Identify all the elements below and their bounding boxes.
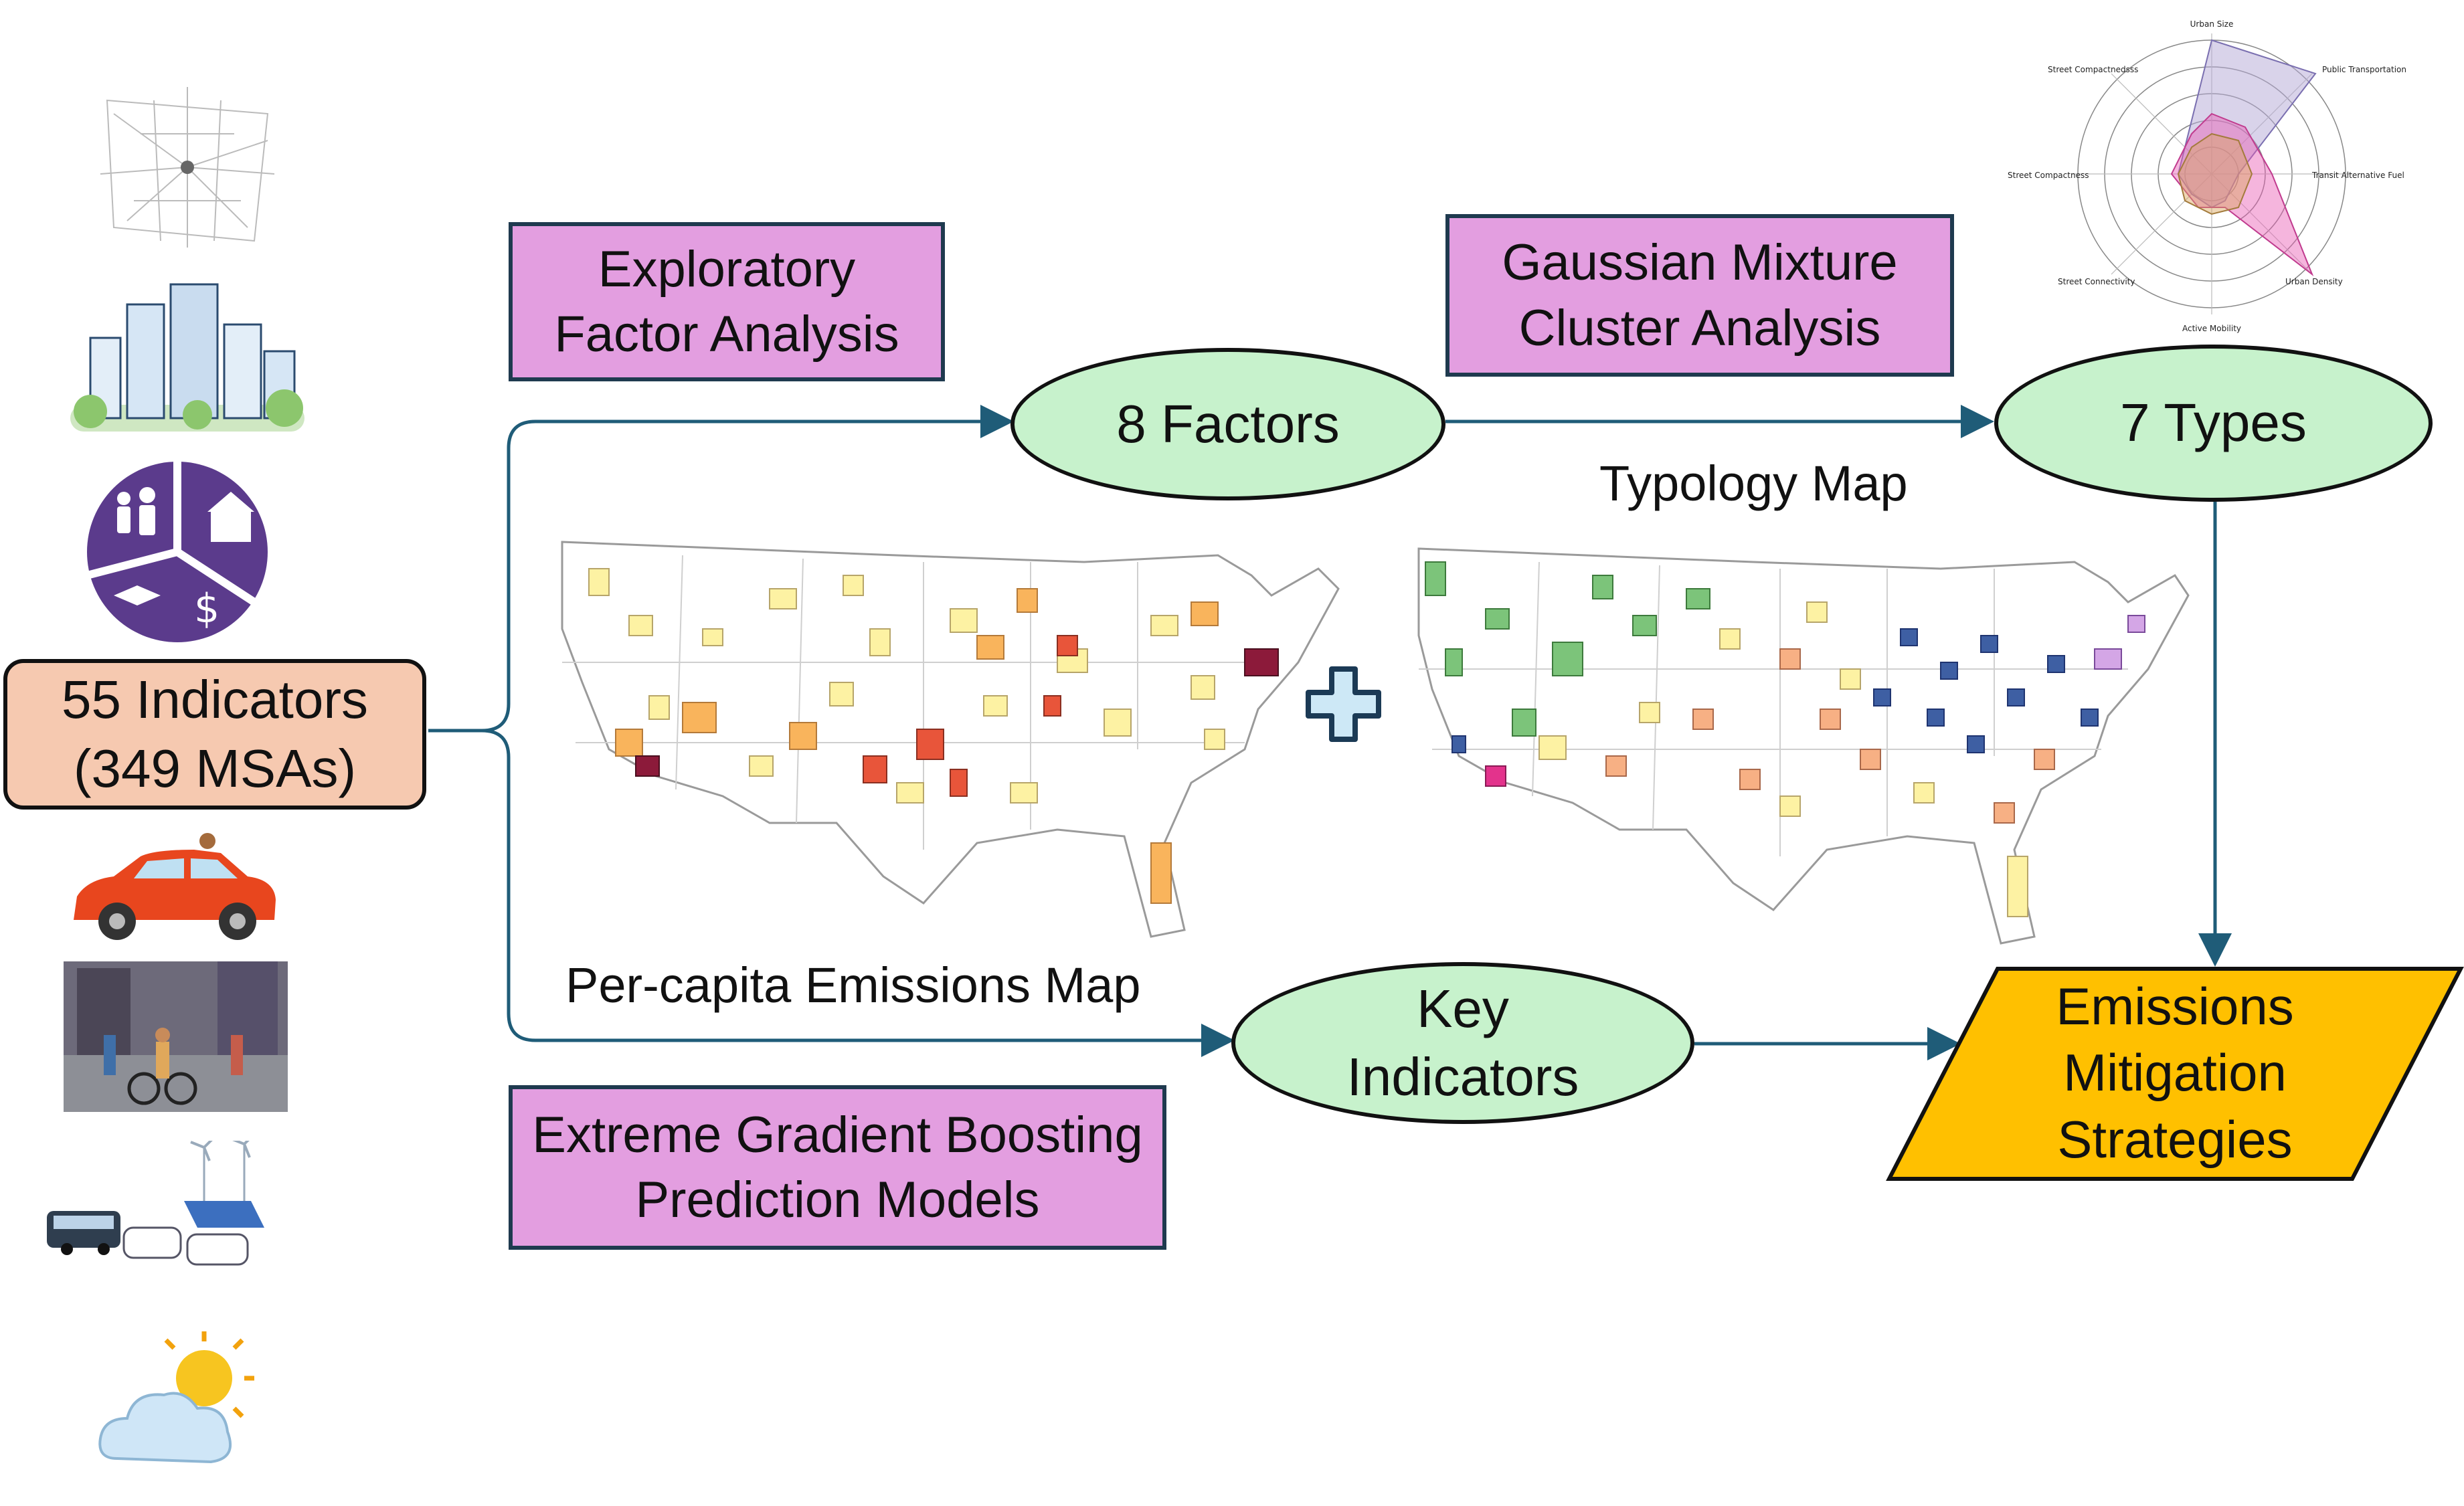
indicators-count: 55 Indicators <box>61 670 369 730</box>
xgb-line-2: Prediction Models <box>635 1171 1040 1228</box>
key-indicators-line-1: Key <box>1417 978 1509 1038</box>
svg-text:$: $ <box>194 585 219 632</box>
radar-axis-label: Street Compactnedsss <box>2048 65 2138 74</box>
demographics-pie-icon: $ <box>86 460 268 642</box>
transit-solar-icon <box>47 1141 264 1266</box>
emissions-map-label: Per-capita Emissions Map <box>565 957 1141 1013</box>
typology-map <box>1417 547 2190 945</box>
key-indicators-node: Key Indicators <box>1231 962 1694 1124</box>
gaussian-mixture-box: Gaussian Mixture Cluster Analysis <box>1445 214 1954 377</box>
efa-line-1: Exploratory <box>598 240 856 298</box>
factors-label: 8 Factors <box>1116 393 1340 454</box>
city-skyline-icon <box>70 283 304 432</box>
radar-axis-label: Public Transportation <box>2322 65 2406 74</box>
efa-line-2: Factor Analysis <box>554 306 899 363</box>
gmm-line-1: Gaussian Mixture <box>1502 234 1898 292</box>
types-node: 7 Types <box>1994 345 2433 502</box>
xgb-line-1: Extreme Gradient Boosting <box>532 1106 1143 1163</box>
brace-lower-connector <box>481 729 1235 1057</box>
strategies-shape <box>1886 967 2464 1181</box>
indicators-msas: (349 MSAs) <box>73 738 357 798</box>
radar-axis-label: Active Mobility <box>2182 324 2241 333</box>
radar-axis-label: Transit Alternative Fuel <box>2311 171 2404 180</box>
indicators-node: 55 Indicators (349 MSAs) <box>3 659 426 810</box>
car-driver-icon <box>74 833 276 940</box>
radar-axis-label: Urban Size <box>2190 19 2234 29</box>
strategies-line-1: Emissions <box>2056 977 2294 1036</box>
network-map-icon <box>100 87 275 248</box>
plus-icon <box>1306 666 1381 742</box>
strategies-line-2: Mitigation <box>2063 1043 2287 1103</box>
types-label: 7 Types <box>2120 393 2307 453</box>
emissions-map <box>561 541 1340 938</box>
key-indicators-line-2: Indicators <box>1346 1047 1579 1107</box>
street-cyclists-icon <box>64 961 288 1112</box>
typology-radar-chart: Urban Size Public Transportation Transit… <box>2008 19 2406 333</box>
brace-connector <box>428 405 1014 733</box>
weather-cloud-sun-icon <box>98 1331 254 1464</box>
factors-node: 8 Factors <box>1010 348 1445 500</box>
radar-axis-label: Urban Density <box>2285 277 2343 286</box>
strategies-line-3: Strategies <box>2057 1109 2293 1169</box>
radar-axis-label: Street Connectivity <box>2058 277 2135 286</box>
radar-axis-label: Street Compactness <box>2008 171 2089 180</box>
strategies-node: Emissions Mitigation Strategies <box>1998 969 2352 1178</box>
exploratory-factor-analysis-box: Exploratory Factor Analysis <box>509 222 945 381</box>
gmm-line-2: Cluster Analysis <box>1518 299 1881 357</box>
xgboost-box: Extreme Gradient Boosting Prediction Mod… <box>509 1085 1166 1250</box>
typology-map-label: Typology Map <box>1599 456 1908 511</box>
